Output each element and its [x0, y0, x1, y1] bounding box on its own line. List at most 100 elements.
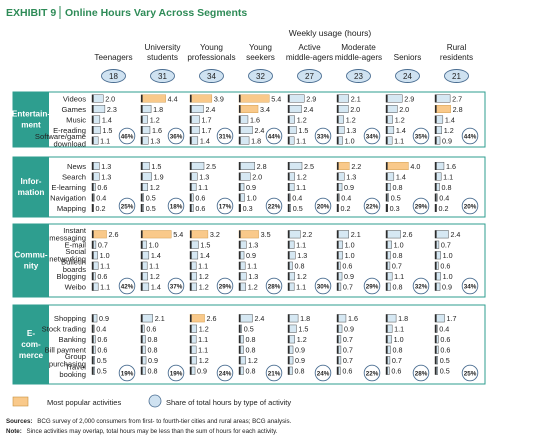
bar-cap	[141, 356, 143, 365]
bar-value-label: 2.6	[403, 230, 413, 239]
bar-e-reading-young-seekers	[238, 125, 253, 134]
legend-popular-swatch	[12, 396, 29, 407]
activity-label: Games	[62, 105, 87, 114]
activity-label: booking	[59, 370, 86, 379]
share-value: 37%	[170, 283, 183, 290]
exhibit-label: EXHIBIT 9	[6, 7, 56, 19]
bar-cap	[190, 193, 192, 202]
bar-value-label: 0.7	[343, 335, 353, 344]
bar-cap	[92, 251, 94, 260]
bar-cap	[141, 324, 143, 333]
bar-value-label: 1.9	[154, 172, 164, 181]
bar-value-label: 1.8	[398, 314, 408, 323]
bar-cap	[190, 282, 192, 291]
bar-cap	[337, 335, 339, 344]
bar-cap	[141, 136, 143, 145]
bar-videos-rural-residents	[434, 94, 451, 103]
bar-value-label: 1.0	[394, 335, 404, 344]
bar-cap	[435, 115, 437, 124]
bar-cap	[190, 261, 192, 270]
bar-cap	[386, 136, 388, 145]
share-circle	[167, 364, 185, 382]
bar-value-label: 1.5	[200, 241, 210, 250]
bar-value-label: 0.6	[440, 335, 450, 344]
bar-value-label: 1.0	[247, 193, 257, 202]
bar-value-label: 0.7	[343, 346, 353, 355]
share-value: 21%	[268, 370, 281, 377]
bar-cap	[288, 335, 290, 344]
bar-value-label: 0.4	[96, 193, 106, 202]
bar-cap	[190, 172, 192, 181]
bar-value-label: 0.5	[391, 193, 401, 202]
bar-cap	[337, 204, 339, 212]
activity-label: E-learning	[51, 183, 86, 192]
activity-label: Software/game	[35, 132, 86, 141]
bar-value-label: 1.6	[348, 314, 358, 323]
share-circle	[216, 277, 234, 295]
bar-cap	[92, 172, 94, 181]
bar-value-label: 0.5	[440, 356, 450, 365]
bar-cap	[435, 126, 437, 134]
bar-value-label: 1.0	[149, 241, 159, 250]
bar-cap	[337, 136, 339, 145]
bar-value-label: 1.8	[300, 314, 310, 323]
bar-cap	[337, 282, 339, 291]
bar-cap	[337, 345, 339, 354]
bar-cap	[92, 183, 94, 191]
share-value: 35%	[415, 133, 428, 140]
bar-news-seniors	[385, 161, 409, 170]
bar-value-label: 0.9	[246, 251, 256, 260]
group-label: Commu-	[14, 251, 47, 260]
bar-cap	[386, 172, 388, 181]
bar-cap	[92, 230, 94, 239]
segment-name: Active	[298, 43, 321, 52]
activity-label: Instant	[63, 226, 87, 235]
bar-cap	[386, 105, 388, 113]
bar-cap	[190, 272, 192, 281]
share-circle	[314, 197, 332, 215]
activity-label: messaging	[49, 233, 86, 242]
bar-cap	[141, 126, 143, 134]
segment-name: middle-agers	[335, 53, 382, 62]
legend-popular-label: Most popular activities	[47, 398, 121, 407]
bar-cap	[337, 251, 339, 260]
bar-cap	[239, 366, 241, 375]
bar-cap	[239, 183, 241, 191]
bar-value-label: 0.2	[341, 204, 351, 213]
bar-value-label: 0.7	[392, 262, 402, 271]
group-label-box	[13, 305, 49, 384]
share-circle	[118, 364, 136, 382]
share-circle	[216, 127, 234, 145]
bar-value-label: 1.7	[447, 314, 457, 323]
bar-value-label: 0.5	[293, 204, 303, 213]
segment-total-value: 27	[305, 72, 314, 81]
segment-total-value: 23	[354, 72, 363, 81]
share-circle	[412, 364, 430, 382]
bar-cap	[337, 240, 339, 249]
bar-cap	[239, 136, 241, 145]
bar-value-label: 0.9	[295, 356, 305, 365]
bar-cap	[435, 230, 437, 239]
bar-news-active-middle-agers	[287, 161, 303, 170]
bar-value-label: 3.5	[261, 230, 271, 239]
bar-value-label: 2.4	[303, 105, 313, 114]
bar-value-label: 1.2	[199, 283, 209, 292]
bar-cap	[288, 251, 290, 260]
bar-videos-teenagers	[91, 94, 104, 103]
bar-cap	[141, 94, 143, 103]
bar-videos-moderate-middle-agers	[336, 94, 349, 103]
activity-label: Search	[62, 172, 86, 181]
bar-cap	[386, 261, 388, 270]
share-circle	[314, 364, 332, 382]
bar-value-label: 1.2	[346, 115, 356, 124]
bar-cap	[190, 126, 192, 134]
activity-label: Mapping	[57, 204, 86, 213]
bar-cap	[288, 115, 290, 124]
segment-total-badge	[395, 69, 420, 83]
share-value: 24%	[317, 370, 330, 377]
group-label: Infor-	[21, 177, 42, 186]
bar-videos-young-seekers	[238, 94, 270, 103]
legend-share-circle-icon	[148, 394, 162, 408]
bar-cap	[141, 105, 143, 113]
bar-value-label: 0.9	[295, 346, 305, 355]
